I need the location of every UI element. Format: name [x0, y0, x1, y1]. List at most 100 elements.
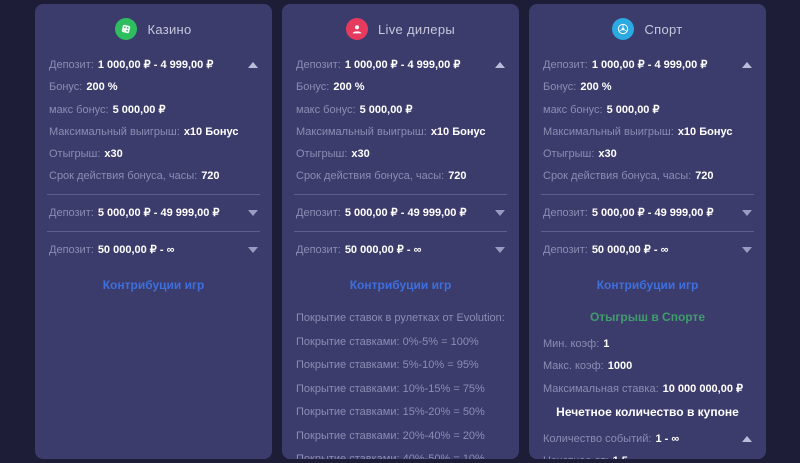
deposit-tier-3-row[interactable]: Депозит: 50 000,00 ₽ - ∞ [296, 232, 505, 256]
deposit-value: 5 000,00 ₽ - 49 999,00 ₽ [97, 207, 220, 219]
card-casino: Казино Депозит: 1 000,00 ₽ - 4 999,00 ₽ … [35, 4, 272, 459]
dealer-icon [346, 18, 368, 40]
deposit-value: 1 000,00 ₽ - 4 999,00 ₽ [591, 59, 708, 71]
deposit-tier-1-row[interactable]: Депозит: 1 000,00 ₽ - 4 999,00 ₽ [49, 58, 258, 71]
deposit-tier-1-row[interactable]: Депозит: 1 000,00 ₽ - 4 999,00 ₽ [296, 58, 505, 71]
collapse-icon [495, 61, 505, 68]
collapse-icon [742, 436, 752, 442]
card-casino-header: Казино [49, 18, 258, 40]
bonus-label: Бонус: [543, 81, 577, 93]
card-sport: Спорт Депозит: 1 000,00 ₽ - 4 999,00 ₽ Б… [529, 4, 766, 459]
wager-row: Отыгрыш: x30 [49, 148, 258, 160]
max-win-value: x10 Бонус [677, 126, 733, 138]
deposit-tier-2-row[interactable]: Депозит: 5 000,00 ₽ - 49 999,00 ₽ [543, 195, 752, 219]
card-title: Спорт [644, 21, 683, 37]
deposit-tier-3-row[interactable]: Депозит: 50 000,00 ₽ - ∞ [543, 232, 752, 256]
expand-icon [495, 246, 505, 253]
expand-icon [495, 209, 505, 216]
card-title: Казино [147, 21, 192, 37]
max-win-value: x10 Бонус [183, 126, 239, 138]
min-coef-row: Мин. коэф: 1 [543, 338, 752, 350]
sport-wagering-link[interactable]: Отыгрыш в Спорте [589, 310, 706, 324]
max-win-label: Максимальный выигрыш: [543, 126, 674, 138]
collapse-icon [742, 61, 752, 68]
max-win-row: Максимальный выигрыш: x10 Бонус [49, 126, 258, 138]
roulette-coverage-header: Покрытие ставок в рулетках от Evolution: [296, 312, 505, 324]
max-bonus-value: 5 000,00 ₽ [606, 104, 660, 116]
wager-value: x30 [351, 148, 370, 160]
bonus-label: Бонус: [49, 81, 83, 93]
roulette-coverage-line: Покрытие ставками: 10%-15% = 75% [296, 382, 485, 395]
roulette-coverage-line: Покрытие ставками: 0%-5% = 100% [296, 335, 479, 348]
game-contributions-link[interactable]: Контрибуции игр [596, 278, 699, 292]
deposit-value: 50 000,00 ₽ - ∞ [344, 244, 422, 256]
odd-from-value: 1.5 [613, 455, 628, 459]
roulette-coverage-line: Покрытие ставками: 40%-50% = 10% [296, 453, 485, 459]
deposit-value: 5 000,00 ₽ - 49 999,00 ₽ [591, 207, 714, 219]
min-coef-label: Мин. коэф: [543, 338, 600, 350]
max-bonus-value: 5 000,00 ₽ [359, 104, 413, 116]
deposit-tier-2-row[interactable]: Депозит: 5 000,00 ₽ - 49 999,00 ₽ [296, 195, 505, 219]
deposit-label: Депозит: [296, 206, 341, 219]
max-stake-label: Максимальная ставка: [543, 382, 659, 395]
wager-label: Отыгрыш: [296, 148, 348, 160]
divider [541, 194, 754, 195]
deposit-label: Депозит: [543, 58, 588, 71]
deposit-tier-2-row[interactable]: Депозит: 5 000,00 ₽ - 49 999,00 ₽ [49, 195, 258, 219]
divider [294, 194, 507, 195]
bonus-duration-row: Срок действия бонуса, часы: 720 [49, 170, 258, 182]
max-bonus-label: макс бонус: [543, 103, 603, 116]
card-live-dealers: Live дилеры Депозит: 1 000,00 ₽ - 4 999,… [282, 4, 519, 459]
bonus-duration-row: Срок действия бонуса, часы: 720 [543, 170, 752, 182]
bonus-duration-value: 720 [201, 170, 220, 182]
max-win-value: x10 Бонус [430, 126, 486, 138]
expand-icon [248, 209, 258, 216]
expand-icon [248, 246, 258, 253]
wager-label: Отыгрыш: [543, 148, 595, 160]
collapse-icon [248, 61, 258, 68]
game-contributions-link[interactable]: Контрибуции игр [349, 278, 452, 292]
deposit-label: Депозит: [49, 58, 94, 71]
roulette-coverage-line: Покрытие ставками: 15%-20% = 50% [296, 406, 485, 418]
bonus-row: Бонус: 200 % [296, 81, 505, 93]
deposit-value: 1 000,00 ₽ - 4 999,00 ₽ [344, 59, 461, 71]
deposit-label: Депозит: [543, 243, 588, 256]
max-win-label: Максимальный выигрыш: [49, 126, 180, 138]
card-sport-header: Спорт [543, 18, 752, 40]
wager-row: Отыгрыш: x30 [296, 148, 505, 160]
roulette-coverage-section: Покрытие ставок в рулетках от Evolution:… [296, 312, 505, 459]
divider [294, 231, 507, 232]
deposit-tier-3-row[interactable]: Депозит: 50 000,00 ₽ - ∞ [49, 232, 258, 256]
events-count-label: Количество событий: [543, 433, 652, 445]
dice-icon [115, 18, 138, 40]
bonus-row: Бонус: 200 % [543, 81, 752, 93]
deposit-value: 50 000,00 ₽ - ∞ [591, 244, 669, 256]
game-contributions-link[interactable]: Контрибуции игр [102, 278, 205, 292]
max-bonus-row: макс бонус: 5 000,00 ₽ [296, 103, 505, 117]
roulette-coverage-line: Покрытие ставками: 5%-10% = 95% [296, 359, 479, 371]
max-coef-row: Макс. коэф: 1000 [543, 360, 752, 372]
max-coef-label: Макс. коэф: [543, 360, 604, 372]
deposit-label: Депозит: [49, 243, 94, 256]
max-bonus-row: макс бонус: 5 000,00 ₽ [543, 103, 752, 117]
max-bonus-label: макс бонус: [296, 103, 356, 116]
events-count-row[interactable]: Количество событий: 1 - ∞ [543, 433, 752, 445]
odd-from-label: Нечетное от: [543, 455, 609, 459]
divider [541, 231, 754, 232]
bonus-value: 200 % [333, 81, 365, 93]
bonus-duration-label: Срок действия бонуса, часы: [49, 170, 198, 182]
deposit-value: 1 000,00 ₽ - 4 999,00 ₽ [97, 59, 214, 71]
deposit-tier-1-row[interactable]: Депозит: 1 000,00 ₽ - 4 999,00 ₽ [543, 58, 752, 71]
bonus-duration-value: 720 [448, 170, 467, 182]
wager-value: x30 [598, 148, 617, 160]
card-live-dealers-header: Live дилеры [296, 18, 505, 40]
deposit-value: 50 000,00 ₽ - ∞ [97, 244, 175, 256]
events-count-value: 1 - ∞ [655, 433, 680, 445]
max-stake-value: 10 000 000,00 ₽ [662, 383, 744, 395]
card-title: Live дилеры [378, 21, 455, 37]
max-coef-value: 1000 [607, 360, 633, 372]
divider [47, 231, 260, 232]
min-coef-value: 1 [603, 338, 610, 350]
wager-label: Отыгрыш: [49, 148, 101, 160]
